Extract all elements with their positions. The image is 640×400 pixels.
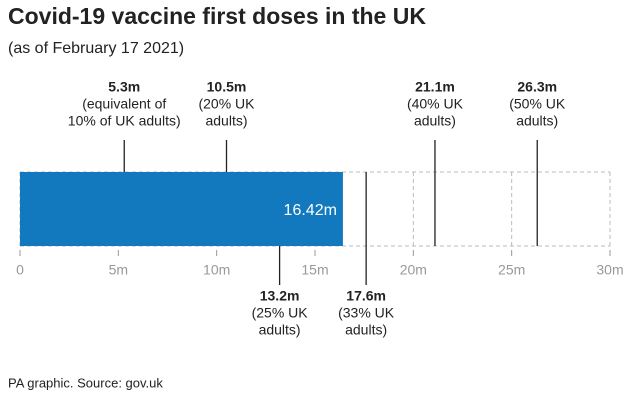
x-tick-label: 0: [16, 262, 24, 278]
marker-note: (50% UK: [509, 96, 566, 112]
marker-note: 10% of UK adults): [68, 113, 181, 129]
marker-note: adults): [345, 322, 387, 338]
marker-label: 21.1m: [415, 79, 455, 95]
marker-label: 26.3m: [517, 79, 557, 95]
marker-note: adults): [259, 322, 301, 338]
x-tick-label: 20m: [400, 262, 427, 278]
x-tick-label: 5m: [109, 262, 128, 278]
marker-note: (25% UK: [252, 305, 309, 321]
marker-note: adults): [205, 113, 247, 129]
marker-note: adults): [516, 113, 558, 129]
x-tick-label: 30m: [596, 262, 623, 278]
marker-label: 17.6m: [346, 288, 386, 304]
x-tick-label: 10m: [203, 262, 230, 278]
marker-note: (equivalent of: [82, 96, 166, 112]
marker-label: 5.3m: [108, 79, 140, 95]
marker-note: (33% UK: [338, 305, 395, 321]
marker-note: (40% UK: [407, 96, 464, 112]
marker-note: (20% UK: [198, 96, 255, 112]
marker-note: adults): [414, 113, 456, 129]
chart-subtitle: (as of February 17 2021): [8, 40, 184, 57]
marker-label: 10.5m: [207, 79, 247, 95]
value-label: 16.42m: [284, 202, 337, 219]
source: PA graphic. Source: gov.uk: [8, 375, 163, 390]
x-tick-label: 15m: [301, 262, 328, 278]
x-tick-label: 25m: [498, 262, 525, 278]
chart-title: Covid-19 vaccine first doses in the UK: [8, 3, 426, 29]
bar: [20, 172, 343, 246]
marker-label: 13.2m: [260, 288, 300, 304]
